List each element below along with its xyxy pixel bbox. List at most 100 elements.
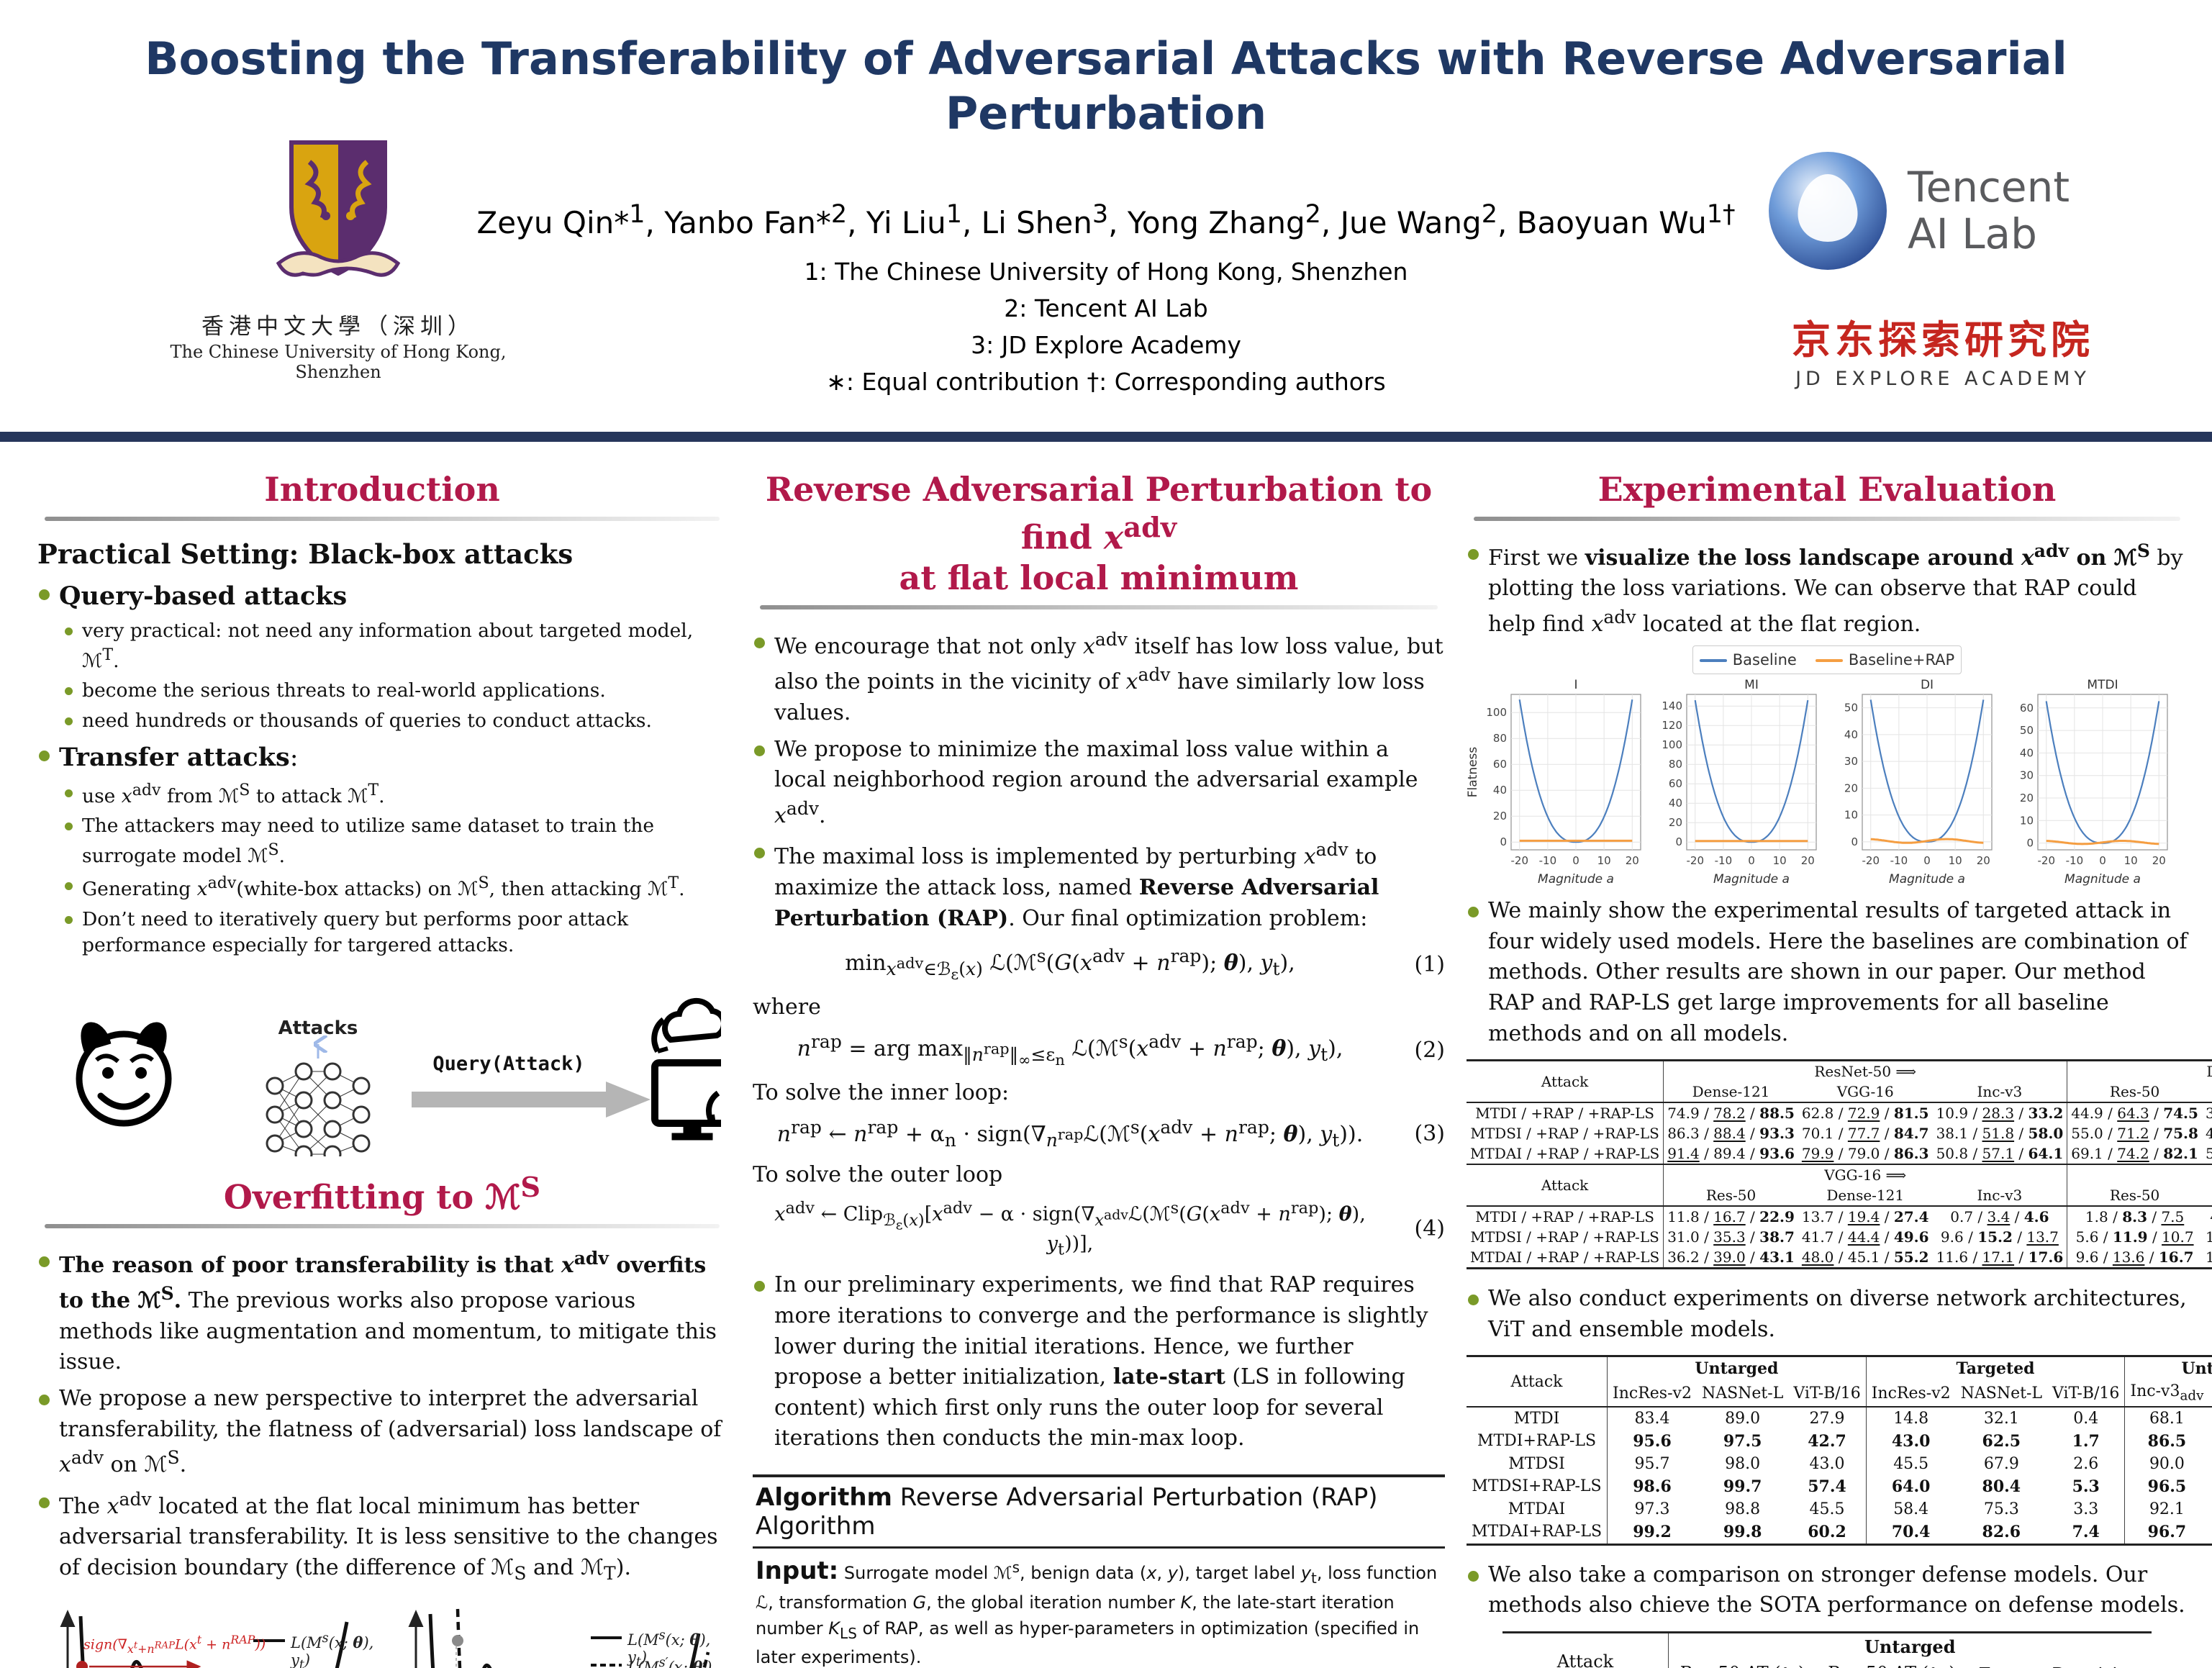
fig-a-legend-label: L(Ms(x; θ), yt)	[291, 1631, 374, 1668]
table-header-cell: Dense-121	[1692, 1083, 1770, 1101]
table-header-cell: Targeted	[1866, 1356, 2126, 1381]
table-cell: 4.1 / 14.8 / 13.4	[2201, 1205, 2212, 1228]
section-heading-introduction: Introduction	[264, 470, 500, 509]
section-heading-method: Reverse Adversarial Perturbation to find…	[765, 470, 1433, 598]
algorithm-input: Input: Surrogate model ℳs, benign data (…	[756, 1556, 1438, 1667]
svg-text:Magnitude a: Magnitude a	[1538, 872, 1614, 887]
table-cell: 50.8 / 57.1 / 64.1	[1932, 1143, 2068, 1165]
jd-english-wordmark: JD EXPLORE ACADEMY	[1795, 368, 2090, 390]
equation-number: (3)	[1414, 1121, 1446, 1147]
svg-text:10: 10	[2020, 815, 2034, 828]
table-cell: 5.6 / 11.9 / 10.7	[2075, 1228, 2194, 1246]
cuhk-chinese-name: 香港中文大學（深圳）	[201, 314, 475, 340]
table-cell: 45.5	[1893, 1454, 1929, 1473]
table-cell: 38.5 / 55.0 / 65.5	[2201, 1102, 2212, 1124]
table-cell: 99.7	[1723, 1477, 1762, 1496]
table-cell: 42.7	[1788, 1429, 1867, 1453]
list-item: become the serious threats to real-world…	[65, 678, 727, 704]
table-cell: 82.6	[1982, 1522, 2021, 1541]
list-item: First we visualize the loss landscape ar…	[1468, 538, 2188, 640]
list-item: We propose to minimize the maximal loss …	[754, 735, 1445, 832]
table-header-cell: Inc-v3⟹	[2067, 1164, 2212, 1186]
table-cell: 75.3	[1983, 1500, 2019, 1518]
table-cell: MTDAI / +RAP / +RAP-LS	[1467, 1143, 1664, 1165]
transfer-attacks-sublist: use xadv from ℳS to attack ℳT. The attack…	[59, 780, 727, 959]
svg-text:100: 100	[1486, 706, 1507, 719]
baseline-swatch-icon	[1699, 659, 1727, 663]
svg-text:40: 40	[1844, 728, 1858, 741]
table-cell: 10.9 / 28.3 / 33.2	[1932, 1102, 2068, 1124]
table-header-cell: Res-50	[2109, 1187, 2160, 1205]
svg-text:100: 100	[1662, 738, 1682, 751]
vit-ensemble-results-table: AttackUntargedTargetedUntargedTargetedIn…	[1467, 1355, 2212, 1546]
table-cell: 86.5	[2147, 1431, 2187, 1451]
table-cell: 50.9	[2208, 1405, 2212, 1430]
section-heading-experiments: Experimental Evaluation	[1597, 470, 2057, 509]
list-item: We also conduct experiments on diverse n…	[1468, 1284, 2188, 1345]
svg-text:20: 20	[2020, 792, 2034, 804]
table-cell: 69.1 / 74.2 / 82.1	[2071, 1145, 2198, 1163]
table-header-cell: ViT-B/16	[2047, 1380, 2126, 1407]
experiments-list-4: We also take a comparison on stronger de…	[1467, 1560, 2188, 1621]
table-cell: 68.1	[2124, 1405, 2209, 1430]
list-item: Don’t need to iteratively query but perf…	[65, 907, 727, 959]
svg-text:-20: -20	[1862, 854, 1880, 867]
fig-b-legend-dashed: L(Ms′(x; θ′), yt)	[627, 1656, 717, 1668]
svg-text:MTDI: MTDI	[2087, 678, 2118, 692]
loss-landscape-charts: 0 20 40 60 80 100 -20 -10 0 10 20 I Magnitude a Flatn…	[1467, 676, 2188, 889]
overfitting-list: The reason of poor transferability is th…	[37, 1246, 727, 1587]
table-cell: 72.3	[2208, 1429, 2212, 1453]
svg-text:MI: MI	[1744, 678, 1759, 692]
table-cell: MTDI+RAP-LS	[1467, 1429, 1608, 1453]
svg-text:0: 0	[1923, 854, 1931, 867]
table-header-cell: DenseNet-121⟹	[2067, 1061, 2212, 1082]
table-header-cell: Feature Denoising	[1967, 1660, 2152, 1668]
table-cell: 0.4	[2047, 1405, 2126, 1430]
svg-text:-10: -10	[1715, 854, 1733, 867]
figure-b-svg	[408, 1609, 710, 1668]
table-cell: 41.7 / 44.4 / 49.6	[1801, 1228, 1929, 1246]
section-rule	[1474, 516, 2180, 521]
table-header-cell: Attack	[1467, 1356, 1608, 1407]
svg-text:10: 10	[1844, 809, 1858, 822]
table-cell: 96.5	[2147, 1477, 2187, 1496]
table-cell: 82.7	[2208, 1497, 2212, 1520]
header-divider	[0, 432, 2212, 442]
svg-text:40: 40	[1669, 797, 1682, 810]
svg-text:0: 0	[1851, 835, 1858, 848]
list-item: The maximal loss is implemented by pertu…	[754, 837, 1445, 934]
svg-text:0: 0	[1500, 835, 1507, 848]
overfitting-heading: Overfitting to ℳS	[223, 1171, 541, 1217]
page-title: Boosting the Transferability of Adversar…	[0, 32, 2212, 140]
table-cell: 97.5	[1723, 1431, 1762, 1451]
table-cell: 45.5	[1788, 1497, 1867, 1520]
table-header-cell: NASNet-L	[1960, 1384, 2043, 1402]
equation-number: (1)	[1414, 951, 1446, 977]
svg-text:-20: -20	[1686, 854, 1704, 867]
group-title: Query-based attacks	[59, 581, 348, 611]
svg-text:10: 10	[1949, 854, 1962, 867]
section-rule	[45, 516, 720, 521]
table-cell: 9.6 / 13.6 / 16.7	[2075, 1248, 2194, 1266]
table-header-cell: Inc-v3adv	[2130, 1382, 2204, 1404]
equation-number: (2)	[1414, 1037, 1446, 1063]
loss-landscape-chart-MTDI: 0 10 20 30 40 50 60 -20 -10 0 10 20 MTDI Magnitude a	[2020, 678, 2168, 887]
svg-text:140: 140	[1662, 699, 1682, 712]
cuhk-logo: 香港中文大學（深圳） The Chinese University of Hon…	[169, 137, 507, 382]
loss-sketch-figures: L sign(∇xt+nRAPL(xt + nRAP)) nRAP sign(∇…	[37, 1596, 727, 1668]
svg-text:I: I	[1574, 678, 1577, 692]
authors-line: Zeyu Qin*1, Yanbo Fan*2, Yi Liu1, Li She…	[476, 200, 1736, 240]
table-cell: 83.4	[1607, 1405, 1697, 1430]
list-item: Generating xadv(white-box attacks) on ℳS…	[65, 873, 727, 902]
table-cell: 98.6	[1633, 1477, 1672, 1496]
table-cell: 91.5	[2208, 1474, 2212, 1498]
table-cell: 2.6	[2047, 1452, 2126, 1475]
list-item: 1: The Chinese University of Hong Kong, …	[804, 258, 1408, 286]
list-item: In our preliminary experiments, we find …	[754, 1270, 1445, 1454]
table-cell: 44.9 / 64.3 / 74.5	[2067, 1102, 2202, 1124]
svg-text:-10: -10	[2066, 854, 2084, 867]
table-cell: 70.4	[1891, 1522, 1931, 1541]
table-header-cell: NASNet-L	[1701, 1384, 1784, 1402]
table-cell: 91.4 / 89.4 / 93.6	[1667, 1145, 1795, 1163]
